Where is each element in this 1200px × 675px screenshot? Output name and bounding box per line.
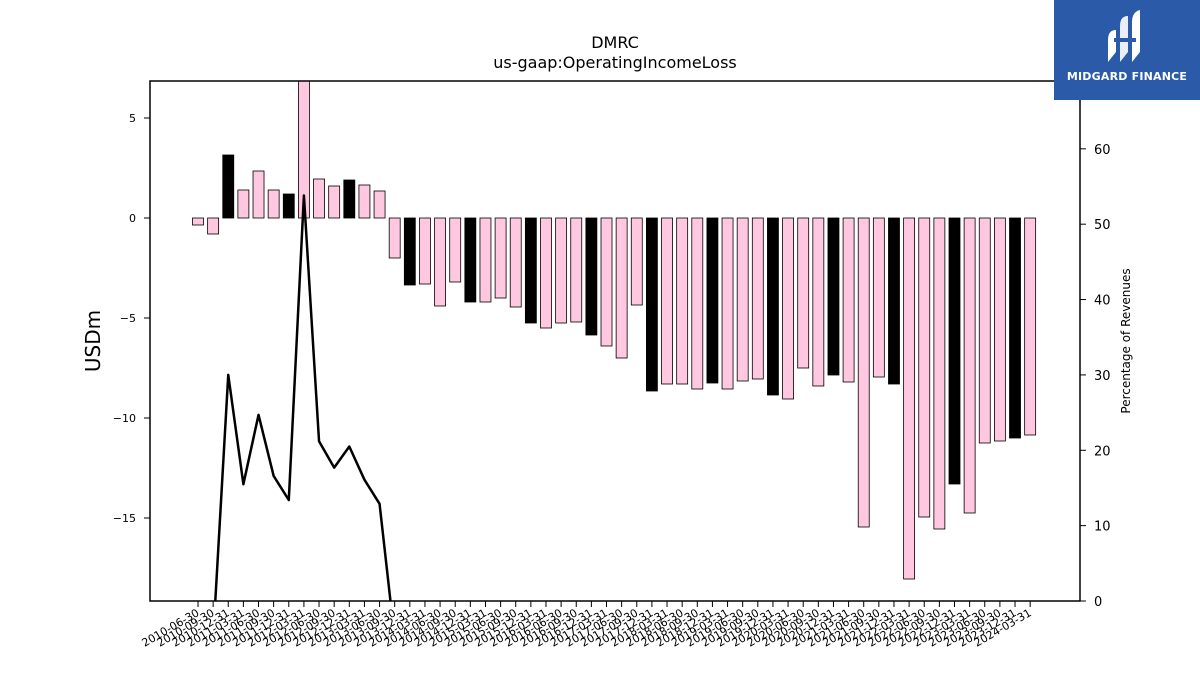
bar (1009, 217, 1021, 439)
y2-tick-label: 0 (1094, 595, 1102, 610)
y-tick-label: −5 (120, 312, 136, 325)
y2-tick-label: 60 (1094, 143, 1111, 158)
bar (313, 178, 325, 219)
bar (827, 217, 840, 376)
bar (812, 217, 825, 387)
y-tick-label: −15 (113, 512, 136, 525)
bar (434, 217, 446, 307)
bar (494, 217, 507, 299)
plot-frame (149, 80, 1081, 602)
y2-ticks: 0 10 20 30 40 50 60 (1080, 143, 1111, 610)
y-tick-label: −10 (113, 412, 136, 425)
bar (555, 217, 568, 324)
bar (464, 217, 477, 303)
logo-text: MIDGARD FINANCE (1066, 70, 1188, 83)
bar (207, 217, 220, 235)
y2-tick-label: 50 (1094, 218, 1111, 233)
bar (797, 217, 810, 369)
bar (585, 217, 598, 336)
bar (872, 217, 885, 378)
y-tick-label: 5 (129, 112, 136, 125)
bars-group (192, 81, 1037, 580)
bar (963, 217, 976, 514)
bar (600, 217, 613, 347)
bar (192, 217, 204, 226)
bar (767, 217, 779, 396)
bar (782, 217, 794, 400)
bar (842, 217, 855, 383)
bar (403, 217, 416, 286)
bar (328, 185, 341, 219)
bar (222, 154, 235, 219)
bar (857, 217, 870, 528)
bar (282, 193, 295, 219)
bar (661, 217, 673, 385)
bar (388, 217, 401, 259)
y2-tick-label: 40 (1094, 294, 1111, 309)
y2-axis-label: Percentage of Revenues (1119, 268, 1133, 413)
bar (691, 217, 704, 390)
y2-tick-label: 10 (1094, 520, 1111, 535)
bar (540, 217, 552, 329)
bar (570, 217, 583, 323)
bar (933, 217, 946, 530)
bar (509, 217, 522, 308)
bar (630, 217, 643, 306)
y-ticks: 5 0 −5 −10 −15 (113, 112, 150, 525)
bar (1024, 217, 1037, 436)
chart-subtitle: us-gaap:OperatingIncomeLoss (493, 53, 737, 72)
bar (479, 217, 492, 303)
bar (706, 217, 719, 384)
y2-tick-label: 20 (1094, 444, 1111, 459)
bar (888, 217, 900, 385)
chart-title: DMRC (591, 33, 639, 52)
bar (676, 217, 689, 385)
bar (267, 189, 280, 219)
x-ticks: 2010-06-302010-09-302010-12-312011-03-31… (140, 601, 1034, 650)
line-group (214, 194, 392, 601)
bar (918, 217, 931, 518)
bar (419, 217, 431, 285)
bar (343, 179, 356, 219)
bar (373, 190, 386, 219)
y-axis-label: USDm (81, 310, 105, 372)
bar (646, 217, 658, 392)
bar (358, 184, 371, 219)
bar (736, 217, 749, 382)
bar (237, 189, 250, 219)
percentage-line (214, 194, 392, 601)
bar (721, 217, 734, 390)
bar (449, 217, 462, 283)
bar (615, 217, 628, 359)
midgard-finance-logo: MIDGARD FINANCE (1054, 0, 1200, 100)
bar (524, 217, 537, 324)
bar (978, 217, 991, 444)
bar (903, 217, 916, 580)
logo-mark-icon (1108, 10, 1140, 62)
bar (751, 217, 764, 380)
y-tick-label: 0 (129, 212, 136, 225)
bar (948, 217, 961, 485)
bar (993, 217, 1006, 442)
bar (252, 170, 265, 219)
y2-tick-label: 30 (1094, 369, 1111, 384)
